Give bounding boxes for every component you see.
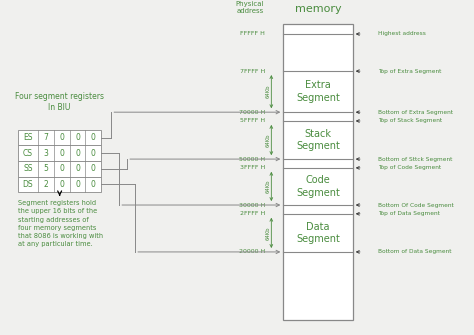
Text: Top of Data Segment: Top of Data Segment: [378, 211, 439, 216]
Text: 70000 H: 70000 H: [239, 110, 265, 115]
Text: 0: 0: [75, 133, 80, 142]
Text: Bottom Of Code Segment: Bottom Of Code Segment: [378, 203, 454, 207]
Text: 0: 0: [91, 133, 96, 142]
Text: ES: ES: [23, 133, 33, 142]
Text: Bottom of Extra Segment: Bottom of Extra Segment: [378, 110, 453, 115]
Text: 5: 5: [43, 164, 48, 173]
Text: 0: 0: [91, 149, 96, 158]
Text: 5FFFF H: 5FFFF H: [240, 119, 265, 124]
Text: 7: 7: [43, 133, 48, 142]
Text: 0: 0: [59, 180, 64, 189]
Text: Physical
address: Physical address: [235, 1, 264, 14]
Text: 64Kb: 64Kb: [266, 226, 271, 240]
Text: Four segment registers
In BIU: Four segment registers In BIU: [15, 92, 104, 112]
Text: 64Kb: 64Kb: [266, 85, 271, 98]
Bar: [18, 161, 101, 177]
Text: 0: 0: [75, 180, 80, 189]
Text: 7FFFF H: 7FFFF H: [240, 69, 265, 74]
Text: 0: 0: [59, 149, 64, 158]
Text: DS: DS: [23, 180, 33, 189]
Text: Highest address: Highest address: [378, 31, 426, 37]
Text: 64Kb: 64Kb: [266, 133, 271, 147]
Text: 64Kb: 64Kb: [266, 180, 271, 193]
Text: 0: 0: [75, 149, 80, 158]
Text: 0: 0: [91, 164, 96, 173]
Text: Stack
Segment: Stack Segment: [296, 129, 340, 151]
Text: 2FFFF H: 2FFFF H: [240, 211, 265, 216]
Text: Top of Stack Segment: Top of Stack Segment: [378, 119, 442, 124]
Text: memory: memory: [295, 4, 341, 14]
Text: CS: CS: [23, 149, 33, 158]
Text: FFFFF H: FFFFF H: [240, 31, 265, 37]
Text: 0: 0: [91, 180, 96, 189]
Text: 30000 H: 30000 H: [239, 203, 265, 207]
Text: Extra
Segment: Extra Segment: [296, 80, 340, 103]
Text: 0: 0: [75, 164, 80, 173]
Bar: [18, 130, 101, 145]
Text: Code
Segment: Code Segment: [296, 175, 340, 198]
Text: Top of Code Segment: Top of Code Segment: [378, 165, 441, 171]
Bar: [283, 24, 353, 320]
Text: Segment registers hold
the upper 16 bits of the
starting addresses of
four memor: Segment registers hold the upper 16 bits…: [18, 200, 103, 247]
Text: Bottom of Sttck Segment: Bottom of Sttck Segment: [378, 156, 452, 161]
Bar: [18, 145, 101, 161]
Text: Data
Segment: Data Segment: [296, 222, 340, 244]
Text: Bottom of Data Segment: Bottom of Data Segment: [378, 250, 451, 254]
Text: Top of Extra Segment: Top of Extra Segment: [378, 69, 441, 74]
Text: 3: 3: [43, 149, 48, 158]
Text: 3FFFF H: 3FFFF H: [240, 165, 265, 171]
Text: 2: 2: [43, 180, 48, 189]
Text: 0: 0: [59, 133, 64, 142]
Text: 50000 H: 50000 H: [239, 156, 265, 161]
Text: 20000 H: 20000 H: [239, 250, 265, 254]
Bar: [18, 177, 101, 192]
Text: SS: SS: [23, 164, 33, 173]
Text: 0: 0: [59, 164, 64, 173]
